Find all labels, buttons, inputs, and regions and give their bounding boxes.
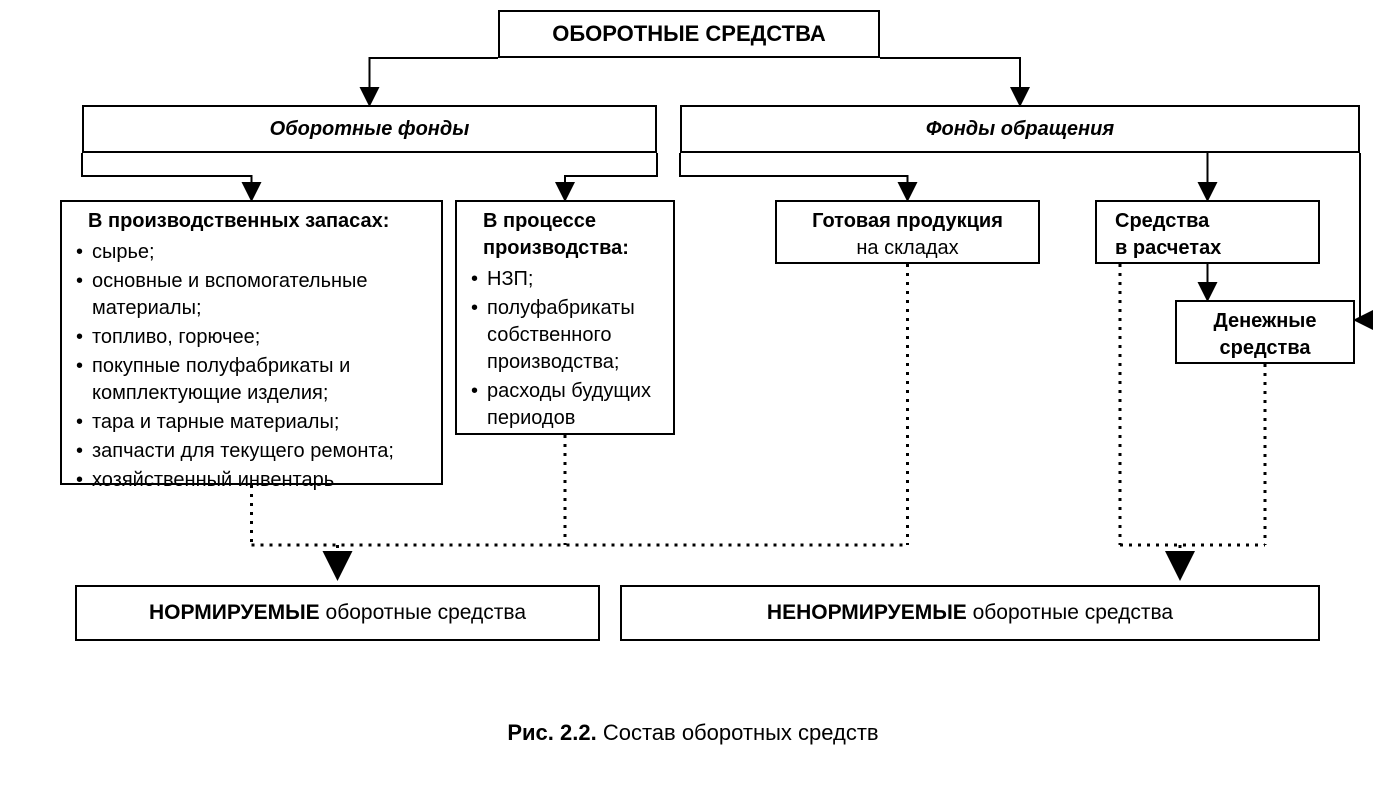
node-process-title: В процессе производства:: [469, 208, 661, 262]
list-item: расходы будущих периодов: [469, 378, 661, 432]
list-item: топливо, горючее;: [74, 324, 429, 351]
node-cash-title: Денежные: [1213, 310, 1316, 332]
node-fondy-obrashcheniya: Фонды обращения: [680, 105, 1360, 153]
node-oborotnye-fondy: Оборотные фонды: [82, 105, 657, 153]
node-sredstva-v-raschetakh: Средства в расчетах: [1095, 200, 1320, 264]
node-norm-strong: НОРМИРУЕМЫЕ: [149, 601, 320, 624]
list-item: тара и тарные материалы;: [74, 409, 429, 436]
caption-strong: Рис. 2.2.: [507, 720, 596, 745]
node-nenormiruemye: НЕНОРМИРУЕМЫЕ оборотные средства: [620, 585, 1320, 641]
node-stocks-title: В производственных запасах:: [74, 208, 429, 235]
node-denezhnye-sredstva: Денежные средства: [1175, 300, 1355, 364]
node-stocks-list: сырье; основные и вспомогательные матери…: [74, 239, 429, 494]
list-item: хозяйственный инвентарь: [74, 467, 429, 494]
node-stocks: В производственных запасах: сырье; основ…: [60, 200, 443, 485]
node-sr-title: Средства: [1115, 210, 1209, 232]
node-process: В процессе производства: НЗП; полуфабрик…: [455, 200, 675, 435]
list-item: запчасти для текущего ремонта;: [74, 438, 429, 465]
node-sr-sub: в расчетах: [1115, 237, 1221, 259]
node-fondy-obrashcheniya-label: Фонды обращения: [926, 116, 1114, 143]
list-item: полуфабрикаты собственного производства;: [469, 295, 661, 376]
node-process-list: НЗП; полуфабрикаты собственного производ…: [469, 266, 661, 432]
node-nenorm-strong: НЕНОРМИРУЕМЫЕ: [767, 601, 967, 624]
diagram-stage: ОБОРОТНЫЕ СРЕДСТВА Оборотные фонды Фонды…: [0, 0, 1386, 785]
caption-rest: Состав оборотных средств: [597, 720, 879, 745]
figure-caption: Рис. 2.2. Состав оборотных средств: [0, 720, 1386, 746]
node-root: ОБОРОТНЫЕ СРЕДСТВА: [498, 10, 880, 58]
node-oborotnye-fondy-label: Оборотные фонды: [270, 116, 470, 143]
node-normiruemye: НОРМИРУЕМЫЕ оборотные средства: [75, 585, 600, 641]
list-item: покупные полуфабрикаты и комплектующие и…: [74, 353, 429, 407]
node-gotovaya-produktsiya: Готовая продукция на складах: [775, 200, 1040, 264]
node-cash-sub: средства: [1220, 337, 1311, 359]
node-root-label: ОБОРОТНЫЕ СРЕДСТВА: [552, 19, 826, 49]
list-item: НЗП;: [469, 266, 661, 293]
list-item: основные и вспомогательные материалы;: [74, 268, 429, 322]
node-norm-rest: оборотные средства: [320, 601, 526, 624]
node-gp-sub: на складах: [856, 237, 958, 259]
node-nenorm-rest: оборотные средства: [967, 601, 1173, 624]
list-item: сырье;: [74, 239, 429, 266]
node-gp-title: Готовая продукция: [812, 210, 1003, 232]
